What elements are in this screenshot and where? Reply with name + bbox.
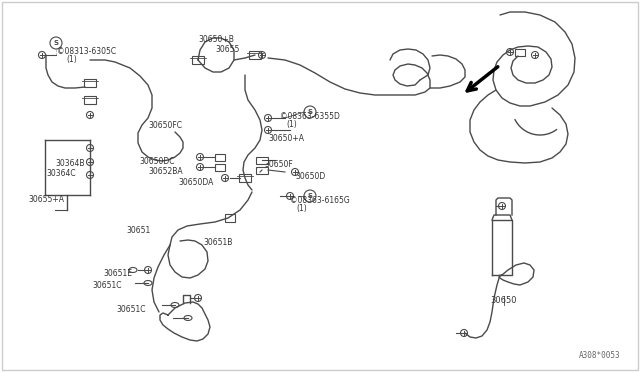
Text: 30650F: 30650F: [264, 160, 292, 169]
Text: ©08363-6165G: ©08363-6165G: [290, 196, 349, 205]
Text: 30651E: 30651E: [103, 269, 132, 278]
Text: 30650FC: 30650FC: [148, 121, 182, 130]
Bar: [256, 157, 268, 164]
Text: 30655+A: 30655+A: [28, 195, 64, 204]
Text: 30650D: 30650D: [295, 172, 325, 181]
Text: ©08313-6305C: ©08313-6305C: [57, 47, 116, 56]
Text: A308*0053: A308*0053: [579, 351, 620, 360]
Text: 30650DA: 30650DA: [178, 178, 213, 187]
Text: 30651B: 30651B: [203, 238, 232, 247]
Text: 30651C: 30651C: [92, 281, 122, 290]
Text: S: S: [307, 193, 312, 199]
Bar: [192, 56, 204, 64]
Bar: [515, 48, 525, 55]
Text: 30652BA: 30652BA: [148, 167, 182, 176]
Text: 30364B: 30364B: [55, 159, 84, 168]
Text: (1): (1): [66, 55, 77, 64]
Text: (1): (1): [296, 204, 307, 213]
Text: S: S: [307, 109, 312, 115]
Text: (1): (1): [286, 120, 297, 129]
Text: 30650DC: 30650DC: [139, 157, 175, 166]
Text: 30655: 30655: [215, 45, 239, 54]
Bar: [215, 154, 225, 160]
Text: 30650+A: 30650+A: [268, 134, 304, 143]
Bar: [239, 174, 251, 182]
Text: 30364C: 30364C: [46, 169, 76, 178]
Text: 30650: 30650: [490, 296, 516, 305]
Text: ©08363-6355D: ©08363-6355D: [280, 112, 340, 121]
Text: 30650+B: 30650+B: [198, 35, 234, 44]
Text: 30651C: 30651C: [116, 305, 145, 314]
Bar: [84, 96, 96, 104]
Bar: [225, 214, 235, 222]
Bar: [215, 164, 225, 170]
Text: 30651: 30651: [126, 226, 150, 235]
Bar: [256, 167, 268, 173]
Bar: [249, 51, 261, 59]
Bar: [84, 79, 96, 87]
Text: S: S: [54, 40, 58, 46]
